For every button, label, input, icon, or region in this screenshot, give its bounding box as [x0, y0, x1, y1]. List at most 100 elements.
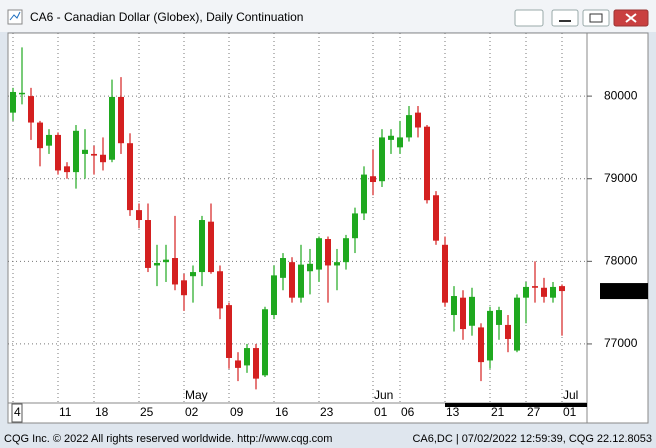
scroll-handle[interactable]: [11, 403, 23, 423]
candle-body: [478, 327, 484, 363]
x-tick-label: 27: [527, 405, 541, 419]
candle-body: [406, 115, 412, 138]
candle-body: [514, 297, 520, 351]
candle-body: [118, 96, 124, 144]
footer-left: CQG Inc. © 2022 All rights reserved worl…: [4, 433, 332, 445]
minimize-button[interactable]: [551, 9, 579, 27]
candle-body: [316, 238, 322, 270]
link-button[interactable]: [514, 9, 544, 27]
month-label: Jul: [563, 388, 578, 402]
chart-area: [7, 32, 649, 424]
candle-body: [550, 286, 556, 298]
candle-body: [235, 360, 241, 368]
candle-body: [469, 296, 475, 326]
close-icon: [625, 13, 637, 23]
candle-body: [55, 134, 61, 171]
title-bar: [0, 0, 656, 32]
candle-body: [109, 96, 115, 160]
x-tick-label: 09: [230, 405, 244, 419]
candle-body: [226, 305, 232, 358]
x-tick-label: 4: [14, 405, 21, 419]
chart-icon: [7, 9, 23, 25]
candle-body: [487, 310, 493, 361]
x-tick-label: 25: [140, 405, 154, 419]
x-tick-label: 06: [401, 405, 415, 419]
candle-body: [397, 137, 403, 148]
candle-body: [253, 348, 259, 379]
x-tick-label: 13: [446, 405, 460, 419]
chart-icon-line: [9, 11, 21, 21]
y-tick-label: 78000: [604, 253, 638, 267]
candle-body: [388, 135, 394, 140]
candle-body: [496, 310, 502, 325]
candle-body: [37, 122, 43, 149]
y-tick-label: 80000: [604, 88, 638, 102]
candle-body: [100, 154, 106, 163]
candle-body: [163, 259, 169, 263]
candle-body: [361, 174, 367, 214]
x-tick-label: 23: [320, 405, 334, 419]
candle-body: [415, 112, 421, 128]
candle-body: [271, 275, 277, 316]
candle-body: [505, 324, 511, 339]
candle-body: [136, 210, 142, 221]
candle-body: [262, 309, 268, 376]
candle-body: [244, 348, 250, 366]
candle-body: [289, 262, 295, 298]
x-tick-label: 02: [185, 405, 199, 419]
candle-body: [379, 137, 385, 182]
candle-body: [46, 134, 52, 146]
x-tick-label: 01: [563, 405, 577, 419]
candle-body: [217, 271, 223, 309]
candle-body: [28, 96, 34, 123]
month-label: May: [185, 388, 208, 402]
y-tick-label: 79000: [604, 171, 638, 185]
candle-body: [523, 286, 529, 298]
x-tick-label: 21: [491, 405, 505, 419]
candle-body: [442, 244, 448, 303]
candle-body: [190, 272, 196, 277]
candle-body: [10, 91, 16, 113]
candle-body: [433, 195, 439, 241]
last-price-label: 77640: [605, 284, 639, 298]
month-label: Jun: [374, 388, 393, 402]
candle-body: [298, 264, 304, 298]
candle-body: [451, 296, 457, 316]
x-tick-label: 11: [59, 405, 72, 419]
candle-body: [82, 149, 88, 154]
candle-body: [424, 126, 430, 201]
candle-body: [19, 92, 25, 95]
maximize-icon: [589, 13, 603, 23]
time-scroll-bar[interactable]: [445, 403, 587, 407]
candle-body: [325, 239, 331, 266]
candle-body: [460, 297, 466, 330]
candle-body: [145, 220, 151, 268]
last-price-box: [600, 283, 648, 300]
candle-body: [181, 280, 187, 296]
candle-body: [172, 258, 178, 285]
candle-body: [64, 166, 70, 173]
candle-body: [541, 287, 547, 297]
candle-body: [280, 258, 286, 278]
candle-body: [208, 221, 214, 273]
candle-body: [73, 130, 79, 173]
candle-body: [532, 286, 538, 288]
x-tick-label: 18: [95, 405, 109, 419]
y-tick-label: 77000: [604, 336, 638, 350]
chart-title: CA6 - Canadian Dollar (Globex), Daily Co…: [30, 10, 303, 24]
x-tick-label: 16: [275, 405, 289, 419]
candle-body: [343, 238, 349, 263]
candle-body: [559, 286, 565, 292]
candle-body: [334, 262, 340, 266]
candle-body: [127, 143, 133, 211]
candle-body: [307, 263, 313, 272]
x-tick-label: 01: [374, 405, 388, 419]
candle-body: [199, 220, 205, 273]
footer-right: CA6,DC | 07/02/2022 12:59:39, CQG 22.12.…: [412, 433, 652, 445]
candle-body: [352, 213, 358, 239]
candle-body: [91, 153, 97, 156]
maximize-button[interactable]: [582, 9, 610, 27]
candle-body: [370, 176, 376, 183]
candle-body: [154, 262, 160, 266]
